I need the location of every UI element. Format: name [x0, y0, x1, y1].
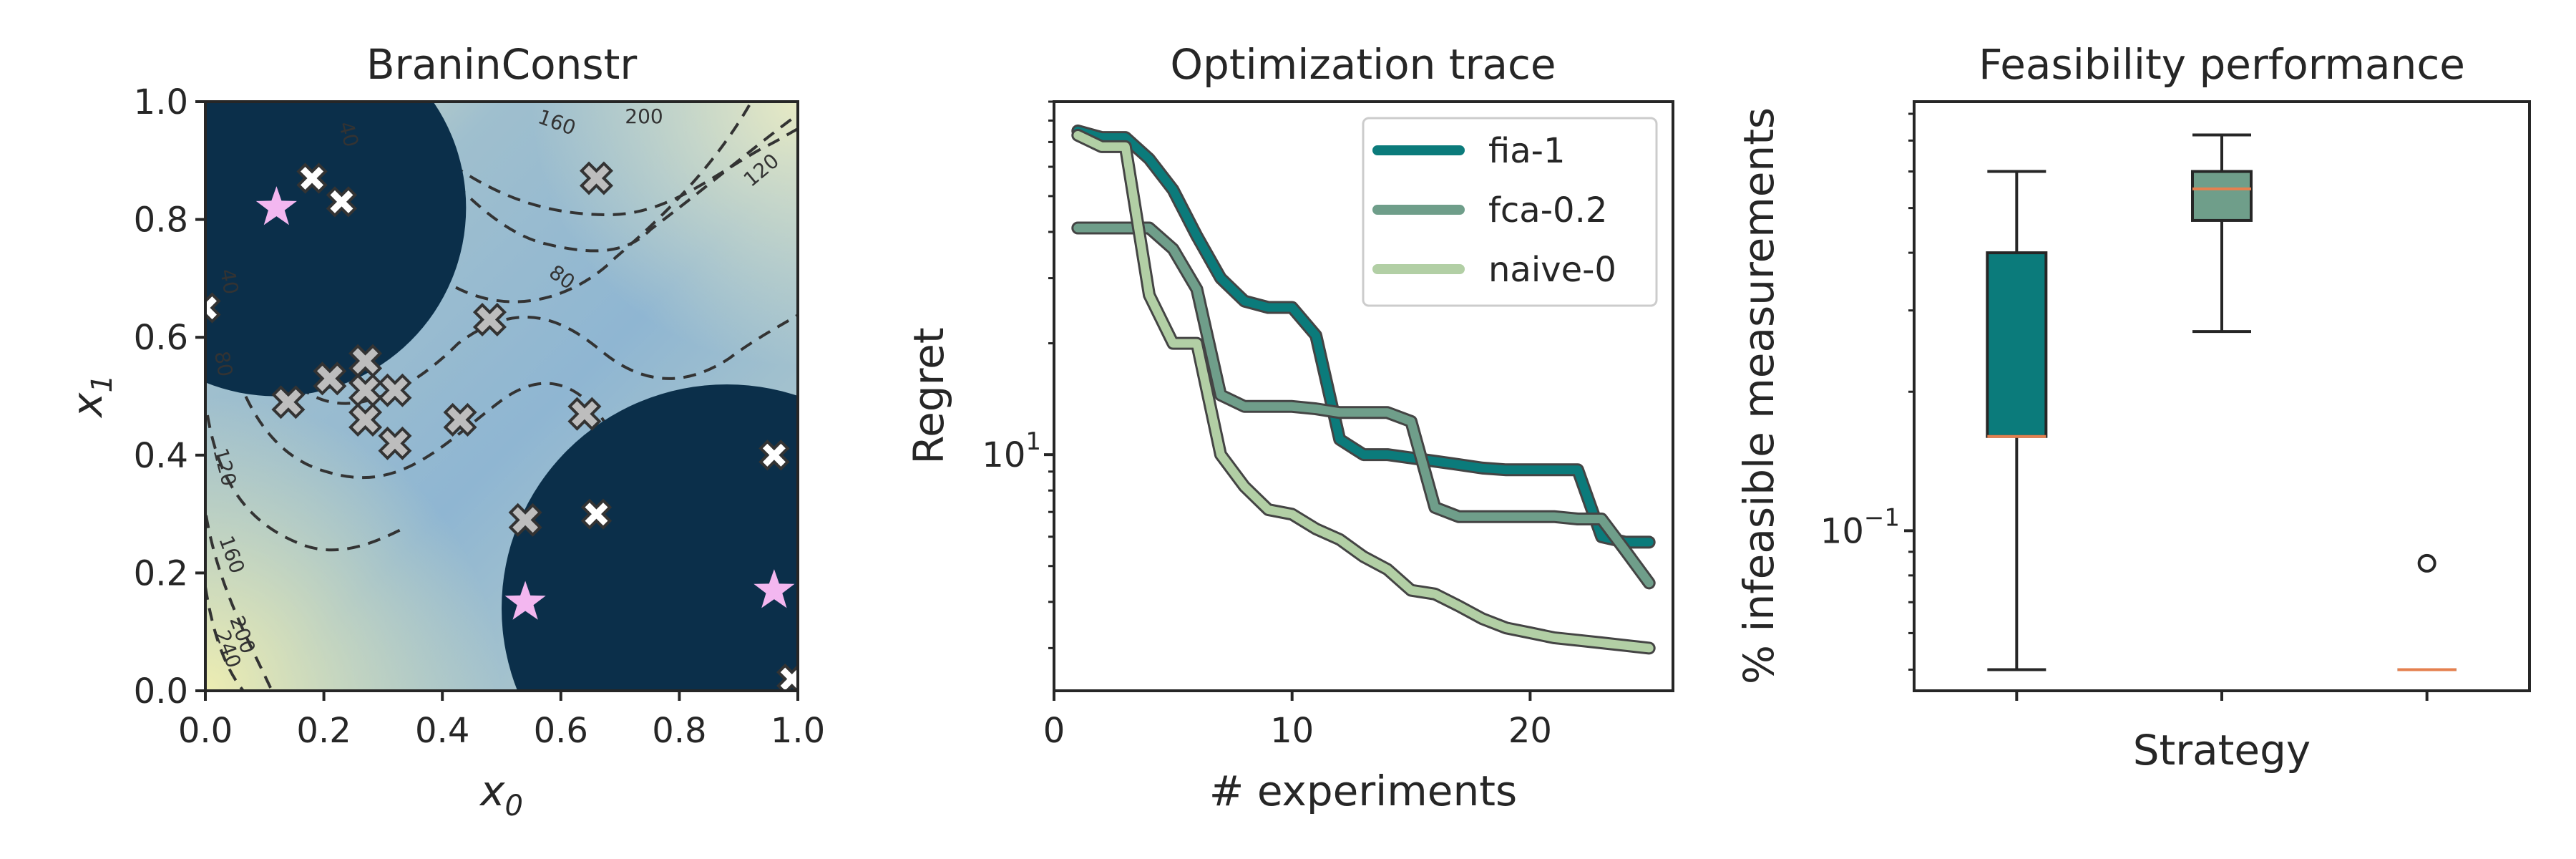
infeasible-sample-marker-shape	[205, 292, 221, 324]
infeasible-sample-marker-shape	[580, 498, 613, 530]
feasible-sample-marker	[271, 385, 306, 419]
x-tick-label: 0.2	[296, 711, 351, 751]
box-outlier	[2417, 553, 2436, 573]
infeasible-sample-marker-shape	[326, 186, 358, 218]
y-tick-label: 0.6	[134, 318, 188, 358]
x-tick-label: 0.6	[534, 711, 588, 751]
infeasible-sample-marker	[776, 663, 798, 691]
feasibility-ytick-base: 10	[1820, 511, 1864, 551]
branin-xlabel: x0	[479, 767, 523, 822]
feasible-sample-marker-shape	[508, 503, 542, 537]
feasible-sample-marker	[508, 503, 542, 537]
contour-line	[205, 515, 273, 691]
feasible-sample-marker-shape	[443, 402, 477, 437]
infeasible-region	[205, 102, 467, 397]
infeasible-sample-marker	[580, 498, 613, 530]
trace-legend: fia-1 fca-0.2 naive-0	[1362, 117, 1658, 307]
optimum-star-marker	[255, 186, 297, 225]
trace-series	[1071, 124, 1656, 655]
box-body-fia	[1986, 251, 2048, 438]
legend-label-naive: naive-0	[1488, 250, 1616, 290]
legend-frame	[1362, 117, 1658, 307]
feasibility-ytick-exponent: −1	[1864, 503, 1900, 532]
feasible-sample-marker	[579, 161, 613, 195]
feasible-sample-marker-shape	[579, 161, 613, 195]
feasible-sample-marker	[378, 373, 412, 407]
feasible-sample-marker	[567, 397, 602, 431]
feasible-sample-marker-shape	[567, 397, 602, 431]
feasible-sample-marker	[348, 402, 383, 437]
feasibility-ticks	[1904, 112, 2429, 701]
feasible-sample-marker-shape	[313, 361, 347, 396]
feasible-sample-marker	[313, 361, 347, 396]
x-tick-label: 10	[1270, 711, 1314, 751]
feasible-sample-marker	[443, 402, 477, 437]
feasible-sample-marker-shape	[378, 426, 412, 460]
feasible-sample-marker	[378, 426, 412, 460]
y-tick-label: 0.2	[134, 553, 188, 593]
trace-title: Optimization trace	[1170, 40, 1556, 89]
x-tick-label: 0.4	[415, 711, 469, 751]
feasible-sample-marker	[472, 302, 507, 337]
series-line-fca	[1073, 223, 1654, 588]
trace-ytick-exponent: 1	[1025, 427, 1041, 456]
contour-line	[213, 271, 624, 480]
x-tick-label: 0.0	[178, 711, 233, 751]
contour-label: 40	[215, 267, 243, 296]
feasibility-xlabel: Strategy	[2133, 726, 2311, 775]
feasibility-title: Feasibility performance	[1979, 40, 2465, 89]
panel-feasibility: Feasibility performance 10−1 Strategy % …	[1735, 40, 2531, 775]
y-tick-label: 0.0	[134, 671, 188, 712]
trace-xlabel: # experiments	[1209, 767, 1517, 815]
branin-markers	[205, 161, 798, 691]
feasibility-ytick-major: 10−1	[1820, 503, 1900, 551]
y-tick-label: 0.4	[134, 436, 188, 476]
legend-label-fca: fca-0.2	[1488, 190, 1607, 230]
contour-label: 80	[210, 349, 238, 379]
infeasible-region	[502, 384, 798, 691]
legend-label-fia: fia-1	[1488, 131, 1566, 171]
infeasible-sample-marker-shape	[776, 663, 798, 691]
x-tick-label: 0	[1043, 711, 1065, 751]
series-line-fia	[1073, 126, 1654, 547]
infeasible-sample-marker	[296, 162, 328, 194]
feasible-sample-marker-shape	[378, 373, 412, 407]
x-tick-label: 0.8	[652, 711, 706, 751]
series-line-naive	[1073, 131, 1654, 653]
trace-ytick-base: 10	[982, 435, 1025, 475]
infeasible-sample-marker	[205, 292, 221, 324]
contour-line	[205, 586, 245, 691]
infeasible-sample-marker-shape	[296, 162, 328, 194]
branin-ticks: 0.0 0.2 0.4 0.6 0.8 1.0 0.0 0.2 0.4 0.6 0.8 1.0	[134, 82, 826, 751]
feasible-sample-marker-shape	[271, 385, 306, 419]
optimum-star-marker	[504, 581, 546, 620]
contour-line	[399, 124, 798, 217]
infeasible-sample-marker-shape	[758, 440, 790, 471]
panel-optimization-trace: Optimization trace 0 10 20 101 # experimen…	[904, 40, 1674, 815]
trace-ytick-major: 101	[982, 427, 1041, 475]
feasibility-boxes	[1986, 133, 2457, 671]
optimum-star-marker	[753, 569, 795, 608]
feasibility-ylabel: % infeasible measurements	[1735, 107, 1783, 684]
trace-frame	[1053, 100, 1674, 692]
branin-title: BraninConstr	[366, 40, 638, 89]
x-tick-label: 20	[1508, 711, 1552, 751]
feasible-sample-marker-shape	[348, 402, 383, 437]
infeasible-regions	[205, 102, 798, 691]
trace-ylabel: Regret	[904, 327, 953, 464]
feasible-sample-marker-shape	[472, 302, 507, 337]
x-tick-label: 1.0	[771, 711, 825, 751]
infeasible-sample-marker	[326, 186, 358, 218]
branin-ylabel: x1	[63, 374, 119, 419]
y-tick-label: 0.8	[134, 200, 188, 241]
contour-line	[206, 414, 401, 552]
box-body-fca	[2191, 170, 2253, 222]
infeasible-sample-marker	[758, 440, 790, 471]
contour-label: 200	[625, 105, 663, 128]
panel-branin: BraninConstr 80 160 200 120 40 40 80	[63, 40, 826, 822]
branin-frame	[204, 100, 799, 692]
y-tick-label: 1.0	[134, 82, 188, 122]
trace-ticks: 0 10 20	[1043, 100, 1552, 751]
